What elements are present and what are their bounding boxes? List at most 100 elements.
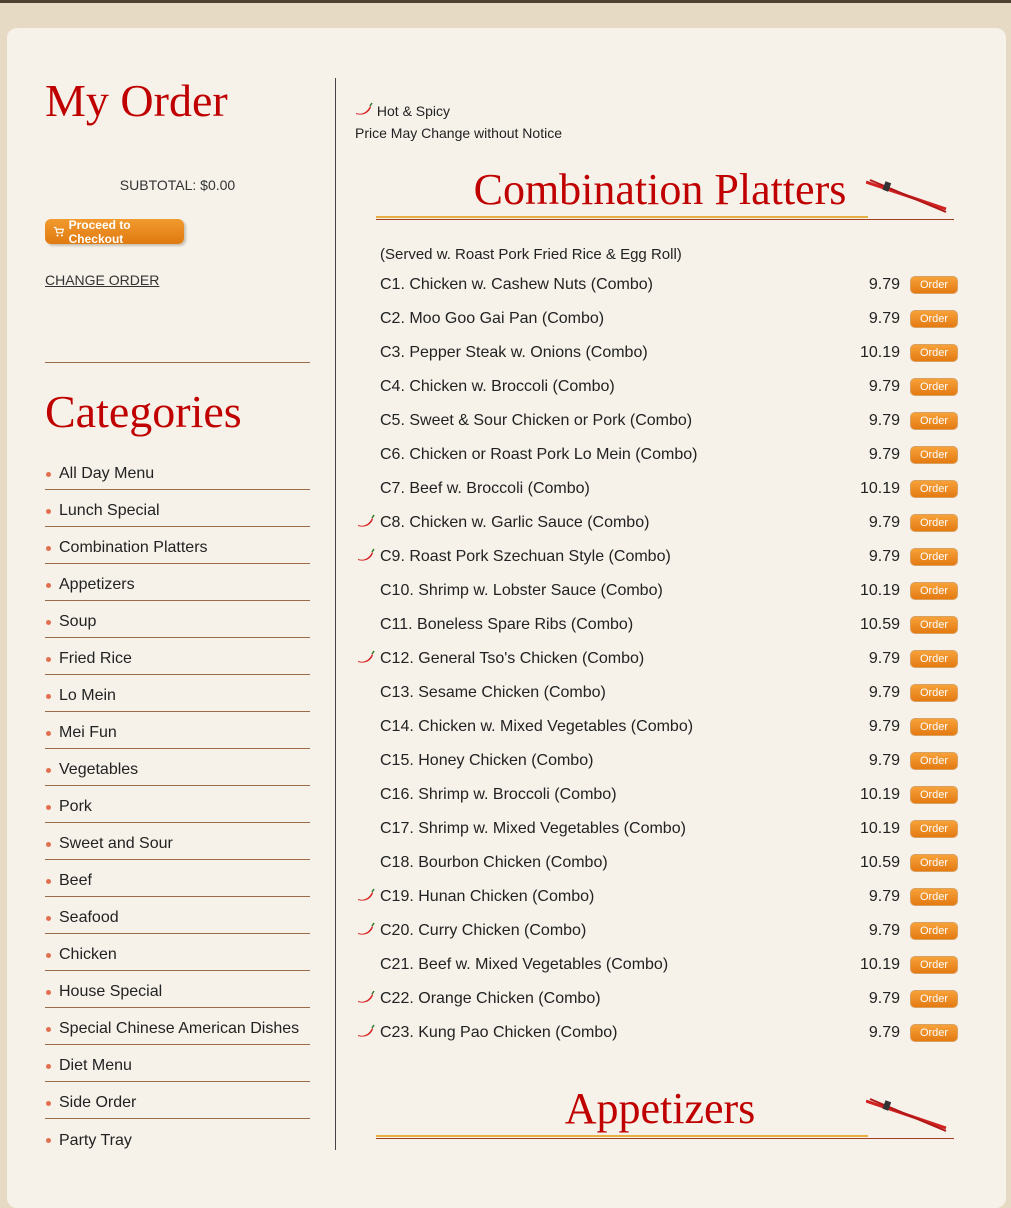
order-button[interactable]: Order [910, 548, 958, 566]
item-price: 9.79 [868, 650, 900, 667]
category-label: Appetizers [59, 576, 135, 593]
order-button[interactable]: Order [910, 514, 958, 532]
order-button[interactable]: Order [910, 956, 958, 974]
chili-pepper-icon [357, 548, 375, 567]
item-price: 10.59 [859, 854, 900, 871]
menu-item: C17. Shrimp w. Mixed Vegetables (Combo) 1… [355, 814, 965, 848]
order-button[interactable]: Order [910, 854, 958, 872]
order-button[interactable]: Order [910, 1024, 958, 1042]
bullet-icon [46, 619, 51, 625]
category-label: Fried Rice [59, 650, 132, 667]
order-button[interactable]: Order [910, 616, 958, 634]
menu-item: C15. Honey Chicken (Combo) 9.79 Order [355, 746, 965, 780]
cart-icon [53, 226, 65, 237]
category-item[interactable]: Seafood [45, 897, 310, 934]
category-item[interactable]: Mei Fun [45, 712, 310, 749]
category-item[interactable]: Lo Mein [45, 675, 310, 712]
item-name: C19. Hunan Chicken (Combo) [380, 888, 595, 905]
category-item[interactable]: Party Tray [45, 1119, 310, 1156]
item-name: C23. Kung Pao Chicken (Combo) [380, 1024, 618, 1041]
menu-item: C7. Beef w. Broccoli (Combo) 10.19 Order [355, 474, 965, 508]
item-name: C16. Shrimp w. Broccoli (Combo) [380, 786, 617, 803]
item-name: C17. Shrimp w. Mixed Vegetables (Combo) [380, 820, 686, 837]
order-button[interactable]: Order [910, 582, 958, 600]
menu-item: C3. Pepper Steak w. Onions (Combo) 10.19 O… [355, 338, 965, 372]
menu-item: C1. Chicken w. Cashew Nuts (Combo) 9.79 Or… [355, 270, 965, 304]
item-name: C11. Boneless Spare Ribs (Combo) [380, 616, 634, 633]
bullet-icon [46, 545, 51, 551]
section-title: Appetizers [564, 1084, 756, 1133]
order-button[interactable]: Order [910, 718, 958, 736]
section-header-combination-platters: Combination Platters [376, 164, 954, 220]
order-button[interactable]: Order [910, 480, 958, 498]
order-button[interactable]: Order [910, 922, 958, 940]
order-button[interactable]: Order [910, 276, 958, 294]
bullet-icon [46, 1026, 51, 1032]
order-button[interactable]: Order [910, 684, 958, 702]
category-item[interactable]: House Special [45, 971, 310, 1008]
category-item[interactable]: All Day Menu [45, 453, 310, 490]
menu-item: C9. Roast Pork Szechuan Style (Combo) 9.7… [355, 542, 965, 576]
item-price: 10.19 [859, 582, 900, 599]
item-price: 9.79 [868, 310, 900, 327]
order-button[interactable]: Order [910, 310, 958, 328]
menu-item: C12. General Tso's Chicken (Combo) 9.79 Or… [355, 644, 965, 678]
bullet-icon [46, 508, 51, 514]
item-price: 9.79 [868, 990, 900, 1007]
item-price: 10.19 [859, 480, 900, 497]
menu-item: C18. Bourbon Chicken (Combo) 10.59 Order [355, 848, 965, 882]
order-button[interactable]: Order [910, 990, 958, 1008]
bullet-icon [46, 989, 51, 995]
menu-item: C20. Curry Chicken (Combo) 9.79 Order [355, 916, 965, 950]
menu-item: C10. Shrimp w. Lobster Sauce (Combo) 10.1… [355, 576, 965, 610]
menu-item: C21. Beef w. Mixed Vegetables (Combo) 10.… [355, 950, 965, 984]
order-button[interactable]: Order [910, 412, 958, 430]
item-price: 10.59 [859, 616, 900, 633]
item-price: 9.79 [868, 378, 900, 395]
chopsticks-icon [865, 1097, 948, 1138]
order-button[interactable]: Order [910, 786, 958, 804]
proceed-to-checkout-button[interactable]: Proceed to Checkout [45, 217, 184, 246]
item-price: 9.79 [868, 888, 900, 905]
item-name: C18. Bourbon Chicken (Combo) [380, 854, 608, 871]
category-item[interactable]: Soup [45, 601, 310, 638]
chopsticks-icon [865, 178, 948, 219]
order-button[interactable]: Order [910, 344, 958, 362]
checkout-label: Proceed to Checkout [68, 217, 131, 246]
order-button[interactable]: Order [910, 820, 958, 838]
category-item[interactable]: Appetizers [45, 564, 310, 601]
bullet-icon [46, 471, 51, 477]
order-button[interactable]: Order [910, 888, 958, 906]
order-button[interactable]: Order [910, 446, 958, 464]
price-notice: Price May Change without Notice [355, 125, 562, 141]
category-item[interactable]: Fried Rice [45, 638, 310, 675]
item-price: 9.79 [868, 752, 900, 769]
category-label: Lunch Special [59, 502, 160, 519]
menu-item: C5. Sweet & Sour Chicken or Pork (Combo)… [355, 406, 965, 440]
item-name: C1. Chicken w. Cashew Nuts (Combo) [380, 276, 653, 293]
menu-item: C16. Shrimp w. Broccoli (Combo) 10.19 Orde… [355, 780, 965, 814]
category-item[interactable]: Diet Menu [45, 1045, 310, 1082]
category-item[interactable]: Vegetables [45, 749, 310, 786]
bullet-icon [46, 1138, 51, 1143]
order-button[interactable]: Order [910, 650, 958, 668]
item-name: C6. Chicken or Roast Pork Lo Mein (Combo… [380, 446, 698, 463]
order-button[interactable]: Order [910, 752, 958, 770]
menu-item: C23. Kung Pao Chicken (Combo) 9.79 Order [355, 1018, 965, 1052]
category-item[interactable]: Beef [45, 860, 310, 897]
item-name: C15. Honey Chicken (Combo) [380, 752, 594, 769]
category-item[interactable]: Pork [45, 786, 310, 823]
category-item[interactable]: Side Order [45, 1082, 310, 1119]
category-item[interactable]: Special Chinese American Dishes [45, 1008, 310, 1045]
category-label: Side Order [59, 1094, 137, 1111]
order-button[interactable]: Order [910, 378, 958, 396]
category-item[interactable]: Lunch Special [45, 490, 310, 527]
category-item[interactable]: Combination Platters [45, 527, 310, 564]
category-item[interactable]: Chicken [45, 934, 310, 971]
item-name: C3. Pepper Steak w. Onions (Combo) [380, 344, 648, 361]
item-name: C14. Chicken w. Mixed Vegetables (Combo) [380, 718, 694, 735]
categories-title: Categories [45, 386, 242, 437]
category-list: All Day Menu Lunch Special Combination Pla… [45, 453, 310, 1156]
category-item[interactable]: Sweet and Sour [45, 823, 310, 860]
change-order-link[interactable]: CHANGE ORDER [45, 272, 160, 288]
